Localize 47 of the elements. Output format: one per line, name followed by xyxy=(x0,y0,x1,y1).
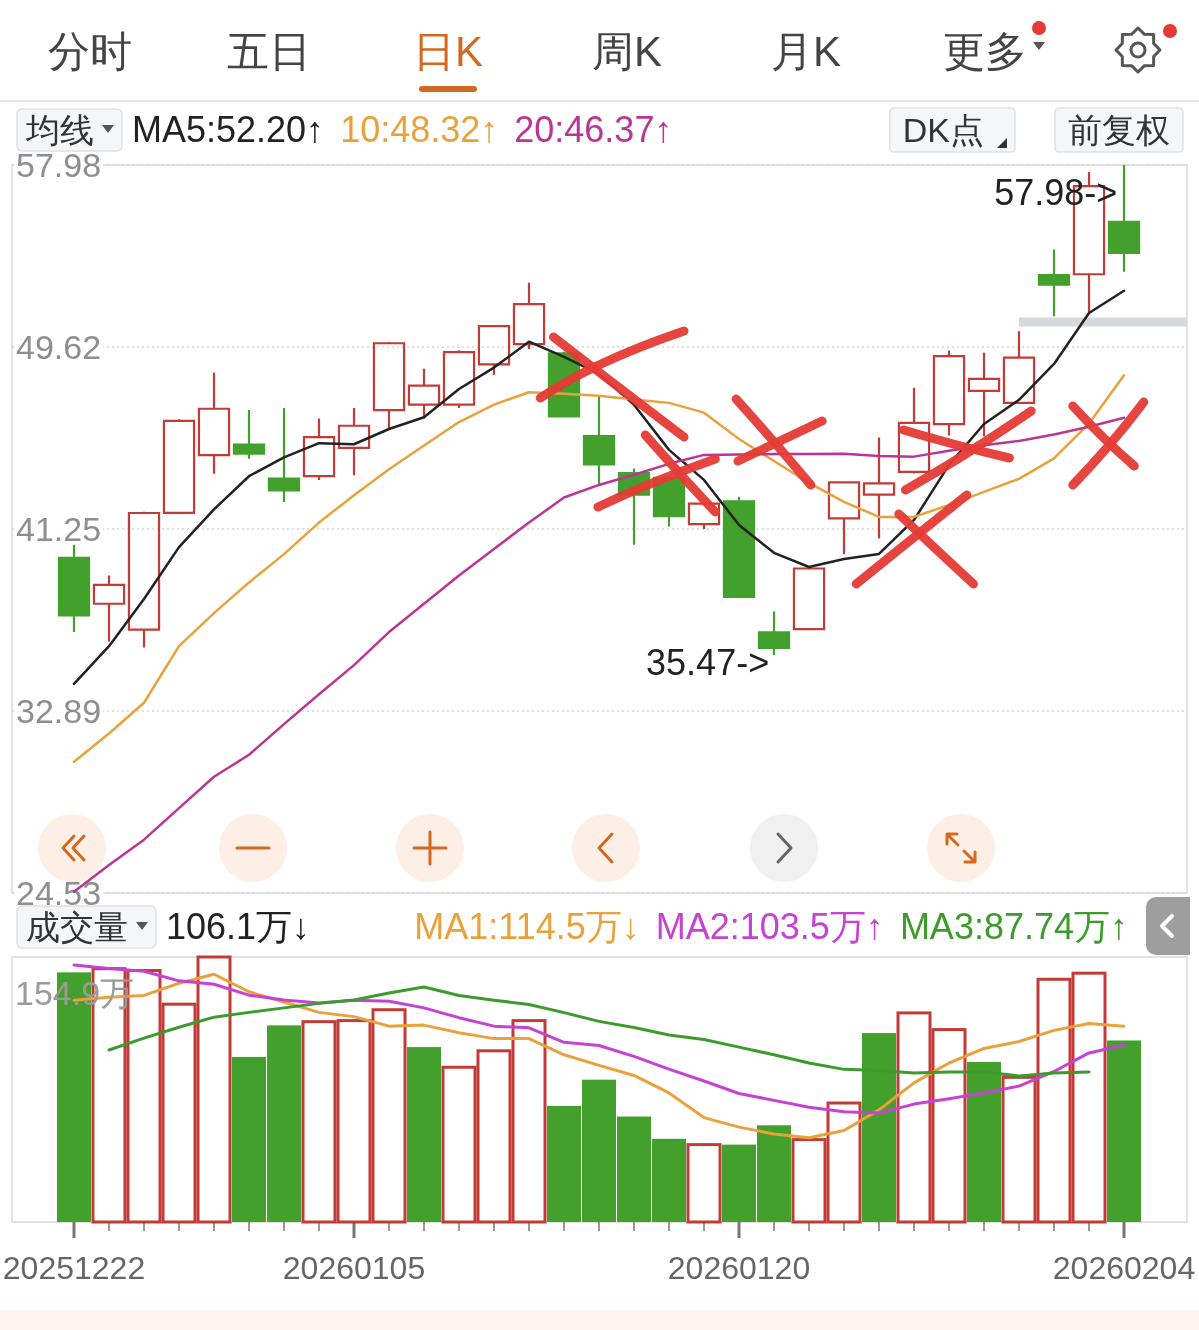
candlestick xyxy=(722,495,756,599)
annotation: 35.47-> xyxy=(646,642,770,683)
candlestick xyxy=(512,281,546,350)
bar xyxy=(686,1143,722,1224)
x-tick-label: 20260120 xyxy=(667,1250,811,1286)
candlestick xyxy=(92,574,126,643)
candlestick xyxy=(442,349,476,409)
legend-title: 成交量 xyxy=(26,908,128,946)
y-tick-label: 41.25 xyxy=(16,510,102,549)
candlestick xyxy=(477,324,511,376)
legend-title: 均线 xyxy=(25,111,94,149)
candlestick xyxy=(687,502,721,530)
y-tick-label: 49.62 xyxy=(16,327,102,366)
y-tick-label: 32.89 xyxy=(16,692,102,731)
candlestick xyxy=(162,418,196,515)
bar xyxy=(1107,1040,1141,1222)
text: 周K xyxy=(591,28,663,75)
legend: 成交量 106.1万↓ MA1:114.5万↓ MA2:103.5万↑ MA3:87.74万↑ xyxy=(16,905,1128,949)
candlestick xyxy=(862,436,896,540)
header-button: 前复权 xyxy=(1054,107,1184,153)
candlestick xyxy=(1037,248,1071,318)
text: 日K xyxy=(412,28,484,75)
text: 月K xyxy=(770,28,842,75)
text: 更多 xyxy=(943,28,1027,75)
x-tick-label: 20260204 xyxy=(1052,1250,1196,1286)
bar xyxy=(407,1047,441,1222)
header-button: DK点 xyxy=(889,107,1016,153)
candlestick xyxy=(792,566,826,632)
candlestick xyxy=(232,408,266,460)
x-tick-label: 20251222 xyxy=(2,1250,146,1286)
candlestick xyxy=(197,371,231,475)
candlestick xyxy=(1002,330,1036,406)
candlestick xyxy=(337,406,371,477)
candlestick xyxy=(372,340,406,431)
candlestick xyxy=(127,510,161,649)
x-tick-label: 20260105 xyxy=(282,1250,426,1286)
candlestick xyxy=(932,349,966,437)
candlestick xyxy=(267,406,301,504)
candlestick xyxy=(897,386,931,475)
candlestick xyxy=(407,367,441,420)
candlestick xyxy=(57,543,91,634)
candlestick xyxy=(827,480,861,556)
candlestick xyxy=(967,351,1001,438)
candlestick xyxy=(302,417,336,482)
text: 分时 xyxy=(48,28,132,75)
candlestick xyxy=(582,395,616,487)
text: 五日 xyxy=(227,28,311,75)
